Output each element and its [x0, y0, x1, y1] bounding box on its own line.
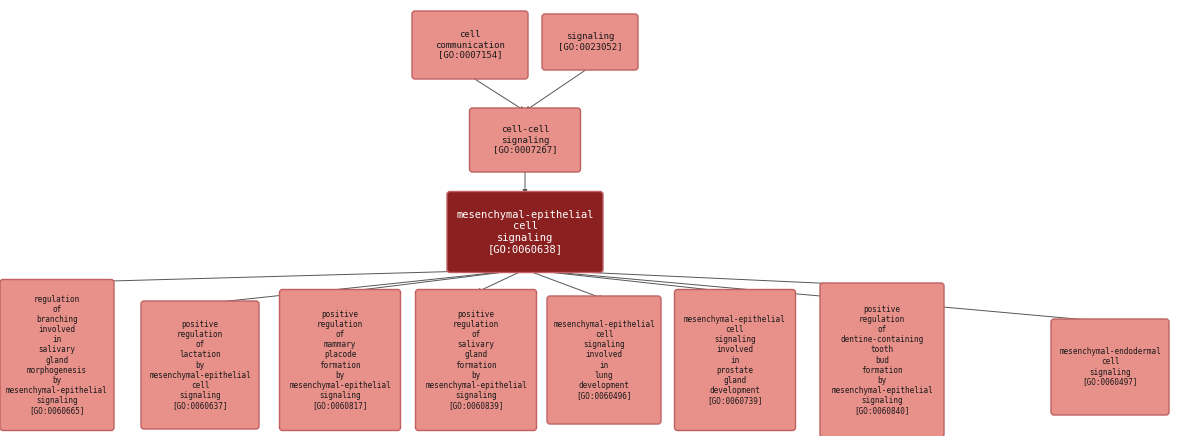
FancyBboxPatch shape: [415, 290, 537, 430]
Text: regulation
of
branching
involved
in
salivary
gland
morphogenesis
by
mesenchymal-: regulation of branching involved in sali…: [6, 295, 108, 415]
FancyBboxPatch shape: [447, 191, 603, 272]
Text: positive
regulation
of
lactation
by
mesenchymal-epithelial
cell
signaling
[GO:00: positive regulation of lactation by mese…: [149, 320, 251, 410]
Text: positive
regulation
of
dentine-containing
tooth
bud
formation
by
mesenchymal-epi: positive regulation of dentine-containin…: [831, 305, 933, 415]
FancyBboxPatch shape: [0, 279, 114, 430]
Text: mesenchymal-endodermal
cell
signaling
[GO:0060497]: mesenchymal-endodermal cell signaling [G…: [1059, 347, 1161, 387]
Text: positive
regulation
of
mammary
placode
formation
by
mesenchymal-epithelial
signa: positive regulation of mammary placode f…: [290, 310, 391, 410]
Text: positive
regulation
of
salivary
gland
formation
by
mesenchymal-epithelial
signal: positive regulation of salivary gland fo…: [425, 310, 527, 410]
FancyBboxPatch shape: [141, 301, 259, 429]
Text: mesenchymal-epithelial
cell
signaling
involved
in
lung
development
[GO:0060496]: mesenchymal-epithelial cell signaling in…: [553, 320, 654, 400]
FancyBboxPatch shape: [674, 290, 796, 430]
Text: signaling
[GO:0023052]: signaling [GO:0023052]: [558, 32, 623, 51]
Text: cell
communication
[GO:0007154]: cell communication [GO:0007154]: [435, 31, 505, 60]
FancyBboxPatch shape: [547, 296, 661, 424]
FancyBboxPatch shape: [470, 108, 580, 172]
FancyBboxPatch shape: [820, 283, 944, 436]
Text: cell-cell
signaling
[GO:0007267]: cell-cell signaling [GO:0007267]: [493, 126, 557, 154]
Text: mesenchymal-epithelial
cell
signaling
involved
in
prostate
gland
development
[GO: mesenchymal-epithelial cell signaling in…: [684, 315, 786, 405]
FancyBboxPatch shape: [412, 11, 528, 79]
FancyBboxPatch shape: [279, 290, 400, 430]
FancyBboxPatch shape: [1051, 319, 1169, 415]
FancyBboxPatch shape: [541, 14, 638, 70]
Text: mesenchymal-epithelial
cell
signaling
[GO:0060638]: mesenchymal-epithelial cell signaling [G…: [457, 210, 593, 254]
